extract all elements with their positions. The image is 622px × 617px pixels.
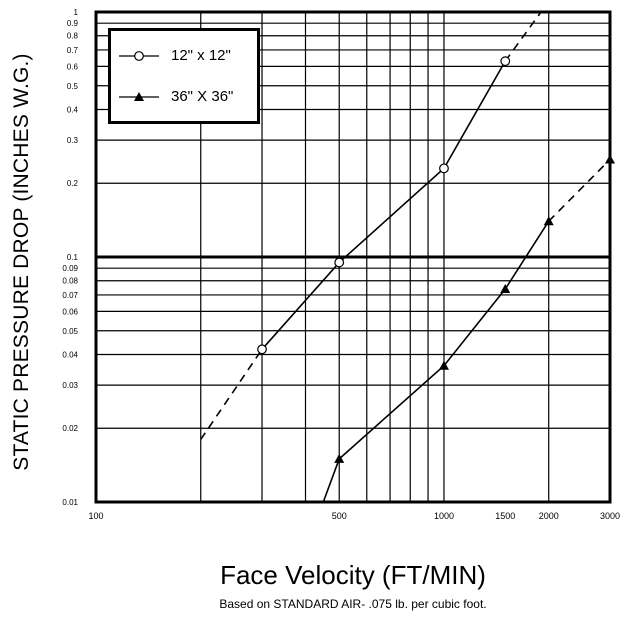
x-tick-label: 3000: [600, 511, 620, 521]
data-point-36x36: [438, 360, 449, 370]
y-tick-label: 0.5: [67, 82, 79, 91]
y-tick-label: 0.09: [62, 264, 78, 273]
data-point-36x36: [500, 284, 511, 294]
y-tick-label: 0.07: [62, 291, 78, 300]
series-dash-12x12: [504, 11, 542, 62]
x-tick-label: 500: [332, 511, 347, 521]
data-point-12x12: [439, 163, 449, 174]
y-tick-label: 0.2: [67, 179, 79, 188]
series-line-36x36: [322, 220, 550, 503]
y-tick-label: 0.8: [67, 32, 79, 41]
y-tick-label: 0.6: [67, 62, 79, 71]
series-line-12x12: [261, 60, 506, 350]
chart-note: Based on STANDARD AIR- .075 lb. per cubi…: [219, 597, 487, 611]
x-axis-label: Face Velocity (FT/MIN): [220, 560, 486, 590]
data-point-12x12: [257, 344, 267, 355]
data-point-36x36: [334, 453, 345, 463]
y-tick-label: 0.08: [62, 277, 78, 286]
data-point-12x12: [334, 257, 345, 268]
y-tick-label: 0.02: [62, 424, 78, 433]
legend-label-36x36: 36" X 36": [171, 88, 234, 105]
y-tick-label: 0.05: [62, 327, 78, 336]
x-tick-label: 1500: [495, 511, 515, 521]
legend-item-12x12: 12" x 12": [111, 45, 257, 67]
legend: 12" x 12" 36" X 36": [108, 28, 260, 124]
y-tick-label: 0.7: [67, 46, 79, 55]
y-tick-label: 0.06: [62, 307, 78, 316]
data-point-12x12: [500, 56, 511, 67]
y-tick-label: 0.9: [67, 19, 79, 28]
series-dash-12x12: [200, 348, 263, 440]
open-circle-icon: [119, 51, 159, 61]
x-tick-label: 1000: [434, 511, 454, 521]
filled-triangle-icon: [119, 92, 159, 101]
y-tick-label: 0.3: [67, 136, 79, 145]
data-point-36x36: [543, 216, 554, 226]
x-tick-label: 2000: [539, 511, 559, 521]
y-tick-label: 0.04: [62, 350, 78, 359]
legend-label-12x12: 12" x 12": [171, 47, 231, 64]
y-tick-label: 0.4: [67, 105, 79, 114]
y-tick-label: 0.01: [62, 498, 78, 507]
plot-frame: [94, 10, 612, 504]
y-tick-label: 0.1: [67, 253, 79, 262]
y-tick-label: 1: [74, 8, 79, 17]
legend-item-36x36: 36" X 36": [111, 86, 257, 108]
y-tick-label: 0.03: [62, 381, 78, 390]
series-dash-36x36: [548, 155, 611, 222]
y-axis-label: STATIC PRESSURE DROP (INCHES W.G.): [10, 53, 33, 471]
data-point-36x36: [605, 154, 615, 164]
x-tick-label: 100: [88, 511, 103, 521]
